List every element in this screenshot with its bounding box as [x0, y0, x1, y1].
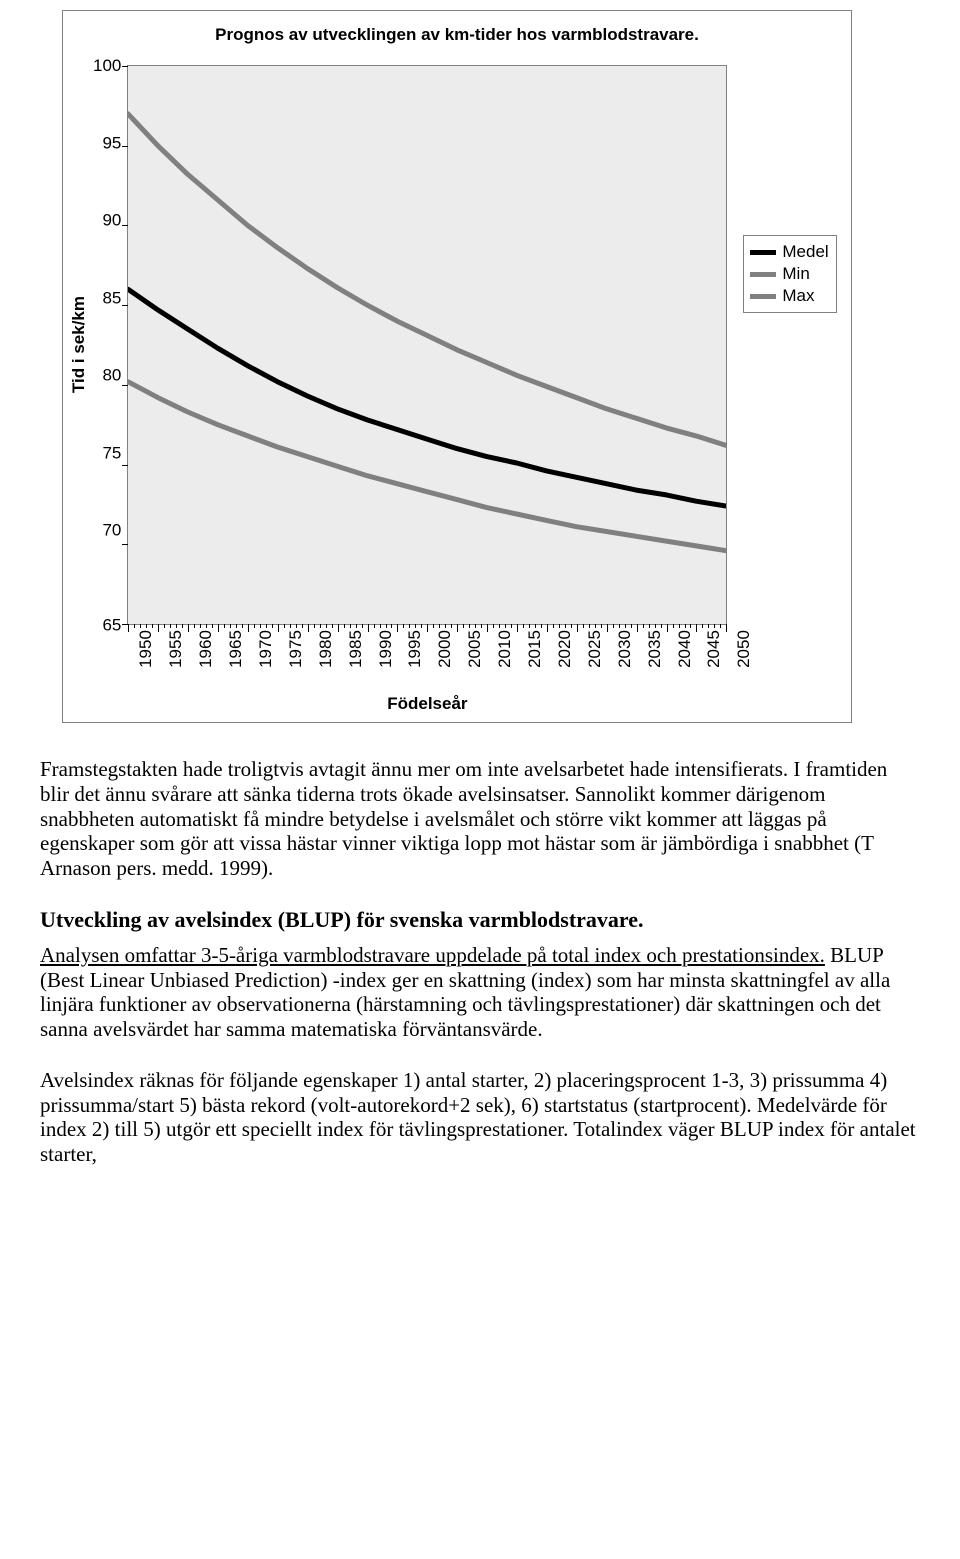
x-axis-label: Födelseår — [127, 694, 727, 714]
chart-container: Prognos av utvecklingen av km-tider hos … — [62, 10, 852, 723]
legend-item: Max — [750, 286, 830, 306]
x-tick-labels: 1950 1955 1960 1965 1970 1975 1980 1985 1990 1995… — [127, 625, 727, 680]
series-medel — [128, 289, 726, 506]
x-tick-label: 2035 — [645, 630, 665, 668]
chart-legend: MedelMinMax — [743, 235, 837, 313]
x-tick-label: 1965 — [226, 630, 246, 668]
x-tick-label: 1975 — [286, 630, 306, 668]
document-body-text: Framstegstakten hade troligtvis avtagit … — [40, 757, 920, 1167]
x-tick-label: 1950 — [136, 630, 156, 668]
x-tick-label: 2010 — [495, 630, 515, 668]
x-tick-label: 1980 — [316, 630, 336, 668]
x-tick-label: 1955 — [166, 630, 186, 668]
paragraph-1: Framstegstakten hade troligtvis avtagit … — [40, 757, 920, 881]
legend-item: Medel — [750, 242, 830, 262]
legend-swatch — [750, 294, 776, 299]
y-tick-label: 100 — [93, 57, 121, 74]
y-axis-label: Tid i sek/km — [69, 296, 89, 393]
paragraph-2: Analysen omfattar 3-5-åriga varmblodstra… — [40, 943, 920, 1042]
legend-label: Medel — [782, 242, 828, 262]
legend-swatch — [750, 250, 776, 255]
x-tick-label: 2045 — [704, 630, 724, 668]
series-min — [128, 382, 726, 551]
paragraph-3: Avelsindex räknas för följande egenskape… — [40, 1068, 920, 1167]
x-tick-label: 2015 — [525, 630, 545, 668]
y-tick-label: 65 — [93, 616, 121, 633]
y-tick-labels: 10095908580757065 — [93, 65, 121, 625]
x-tick-label: 2050 — [734, 630, 754, 668]
chart-curves — [128, 66, 726, 624]
x-tick-label: 2000 — [435, 630, 455, 668]
legend-swatch — [750, 272, 776, 277]
series-max — [128, 114, 726, 446]
y-tick-label: 95 — [93, 134, 121, 151]
x-tick-label: 1995 — [405, 630, 425, 668]
y-tick-label: 90 — [93, 212, 121, 229]
y-tick-label: 70 — [93, 522, 121, 539]
x-tick-label: 2020 — [555, 630, 575, 668]
section-heading: Utveckling av avelsindex (BLUP) för sven… — [40, 907, 920, 933]
x-tick-label: 1990 — [375, 630, 395, 668]
x-tick-label: 2005 — [465, 630, 485, 668]
underlined-intro: Analysen omfattar 3-5-åriga varmblodstra… — [40, 943, 825, 967]
x-tick-label: 2030 — [615, 630, 635, 668]
legend-label: Min — [782, 264, 809, 284]
y-tick-label: 85 — [93, 289, 121, 306]
x-tick-label: 1985 — [346, 630, 366, 668]
plot-area — [127, 65, 727, 625]
y-tick-label: 75 — [93, 444, 121, 461]
legend-label: Max — [782, 286, 814, 306]
x-tick-label: 2025 — [585, 630, 605, 668]
x-tick-label: 1970 — [256, 630, 276, 668]
legend-item: Min — [750, 264, 830, 284]
y-tick-label: 80 — [93, 367, 121, 384]
x-tick-label: 2040 — [674, 630, 694, 668]
x-tick-label: 1960 — [196, 630, 216, 668]
chart-title: Prognos av utvecklingen av km-tider hos … — [69, 25, 845, 45]
